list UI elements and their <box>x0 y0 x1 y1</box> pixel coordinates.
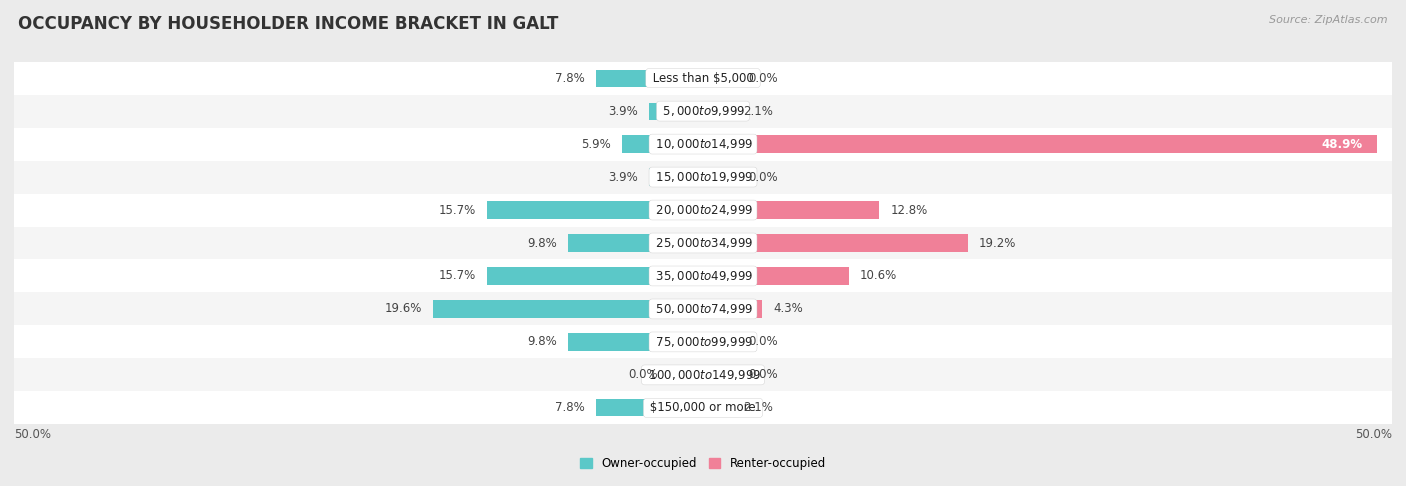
Text: $15,000 to $19,999: $15,000 to $19,999 <box>652 170 754 184</box>
Bar <box>703 169 738 186</box>
Text: 0.0%: 0.0% <box>748 171 778 184</box>
Text: $150,000 or more: $150,000 or more <box>647 401 759 415</box>
Bar <box>703 234 967 252</box>
Text: 7.8%: 7.8% <box>555 71 585 85</box>
Text: $100,000 to $149,999: $100,000 to $149,999 <box>644 368 762 382</box>
Bar <box>486 201 703 219</box>
Text: 19.2%: 19.2% <box>979 237 1017 249</box>
Bar <box>703 333 738 350</box>
Bar <box>703 69 738 87</box>
Bar <box>14 95 1392 127</box>
Bar <box>703 300 762 317</box>
Bar <box>650 103 703 120</box>
Bar <box>568 333 703 350</box>
Text: 50.0%: 50.0% <box>1355 428 1392 441</box>
Bar <box>703 366 738 383</box>
Bar <box>14 260 1392 293</box>
Legend: Owner-occupied, Renter-occupied: Owner-occupied, Renter-occupied <box>579 457 827 470</box>
Text: 0.0%: 0.0% <box>748 335 778 348</box>
Text: Less than $5,000: Less than $5,000 <box>648 71 758 85</box>
Bar <box>596 69 703 87</box>
Text: 9.8%: 9.8% <box>527 237 557 249</box>
Text: OCCUPANCY BY HOUSEHOLDER INCOME BRACKET IN GALT: OCCUPANCY BY HOUSEHOLDER INCOME BRACKET … <box>18 15 558 33</box>
Text: 3.9%: 3.9% <box>609 171 638 184</box>
Bar <box>14 326 1392 359</box>
Bar <box>14 193 1392 226</box>
Text: 0.0%: 0.0% <box>748 368 778 382</box>
Bar <box>14 160 1392 193</box>
Bar <box>14 391 1392 424</box>
Text: 7.8%: 7.8% <box>555 401 585 415</box>
Text: 19.6%: 19.6% <box>384 302 422 315</box>
Text: 5.9%: 5.9% <box>581 138 610 151</box>
Text: 2.1%: 2.1% <box>742 104 773 118</box>
Bar <box>703 103 733 120</box>
Bar <box>596 399 703 417</box>
Bar <box>703 201 879 219</box>
Bar <box>703 136 1376 153</box>
Text: 0.0%: 0.0% <box>748 71 778 85</box>
Bar <box>486 267 703 284</box>
Text: 10.6%: 10.6% <box>860 269 897 282</box>
Bar <box>14 359 1392 391</box>
Text: 48.9%: 48.9% <box>1322 138 1362 151</box>
Text: 9.8%: 9.8% <box>527 335 557 348</box>
Text: 2.1%: 2.1% <box>742 401 773 415</box>
Text: 15.7%: 15.7% <box>439 204 475 217</box>
Text: 12.8%: 12.8% <box>890 204 928 217</box>
Text: $20,000 to $24,999: $20,000 to $24,999 <box>652 203 754 217</box>
Bar <box>568 234 703 252</box>
Text: 4.3%: 4.3% <box>773 302 803 315</box>
Text: $25,000 to $34,999: $25,000 to $34,999 <box>652 236 754 250</box>
Text: 3.9%: 3.9% <box>609 104 638 118</box>
Bar <box>703 267 849 284</box>
Text: $35,000 to $49,999: $35,000 to $49,999 <box>652 269 754 283</box>
Text: $50,000 to $74,999: $50,000 to $74,999 <box>652 302 754 316</box>
Bar <box>14 293 1392 326</box>
Text: $75,000 to $99,999: $75,000 to $99,999 <box>652 335 754 349</box>
Text: Source: ZipAtlas.com: Source: ZipAtlas.com <box>1270 15 1388 25</box>
Text: 0.0%: 0.0% <box>628 368 658 382</box>
Text: $10,000 to $14,999: $10,000 to $14,999 <box>652 137 754 151</box>
Text: $5,000 to $9,999: $5,000 to $9,999 <box>659 104 747 118</box>
Bar <box>433 300 703 317</box>
Bar <box>669 366 703 383</box>
Text: 50.0%: 50.0% <box>14 428 51 441</box>
Bar <box>14 62 1392 95</box>
Bar <box>621 136 703 153</box>
Bar <box>14 127 1392 160</box>
Bar <box>703 399 733 417</box>
Text: 15.7%: 15.7% <box>439 269 475 282</box>
Bar <box>14 226 1392 260</box>
Bar <box>650 169 703 186</box>
